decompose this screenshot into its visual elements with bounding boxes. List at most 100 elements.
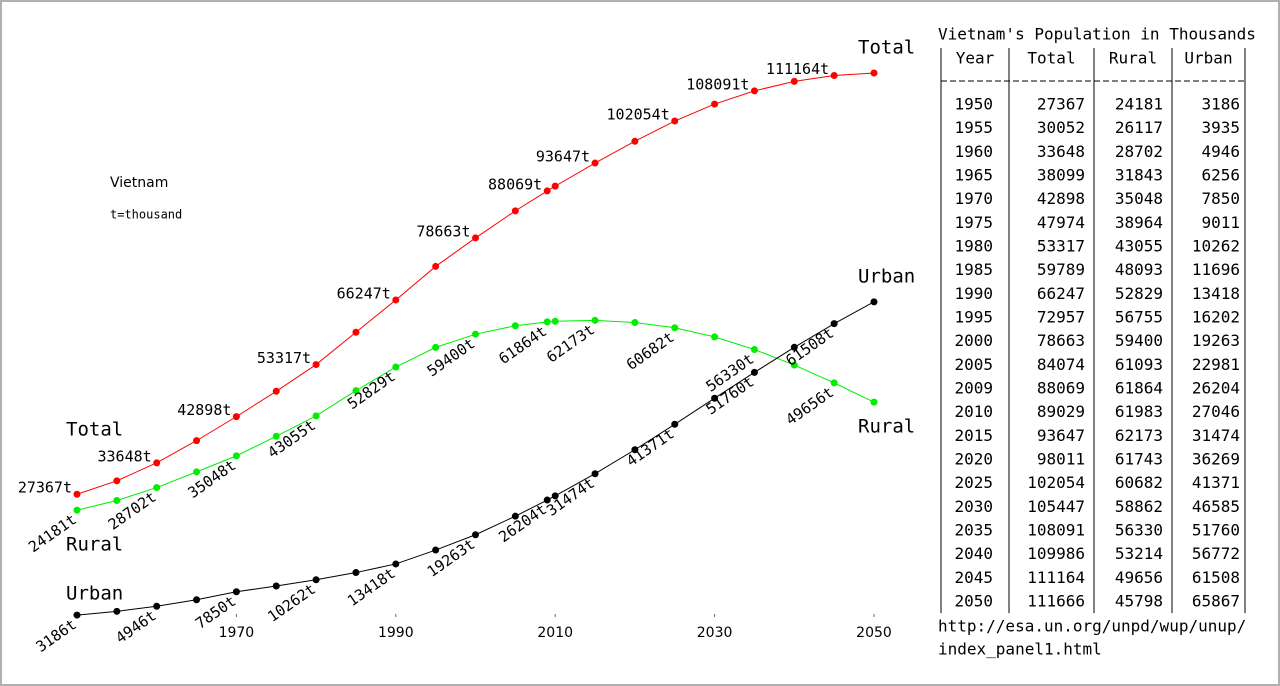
series-line bbox=[76, 319, 875, 511]
data-point bbox=[352, 569, 360, 577]
data-label: 102054t bbox=[607, 106, 670, 124]
data-point bbox=[312, 361, 320, 369]
data-point bbox=[113, 477, 121, 485]
data-point bbox=[750, 368, 758, 376]
data-point bbox=[830, 379, 838, 387]
data-point bbox=[671, 117, 679, 125]
x-tick-label: 2010 bbox=[537, 625, 573, 641]
data-label: 27367t bbox=[18, 479, 72, 497]
table-cell: 47974 bbox=[1037, 213, 1085, 232]
table-cell: 1955 bbox=[954, 118, 993, 137]
data-point bbox=[232, 452, 240, 460]
table-title: Vietnam's Population in Thousands bbox=[938, 25, 1256, 44]
data-label: 33648t bbox=[98, 447, 152, 465]
data-point bbox=[272, 582, 280, 590]
table-cell: 24181 bbox=[1115, 95, 1163, 114]
table-cell: 41371 bbox=[1192, 473, 1240, 492]
table-cell: 3935 bbox=[1201, 118, 1240, 137]
data-point bbox=[113, 496, 121, 504]
data-point bbox=[750, 87, 758, 95]
data-point bbox=[870, 69, 878, 77]
source: index_panel1.html bbox=[938, 640, 1102, 659]
data-point bbox=[551, 492, 559, 500]
table-cell: 2009 bbox=[954, 379, 993, 398]
data-point bbox=[543, 318, 551, 326]
data-point bbox=[232, 588, 240, 596]
data-point bbox=[272, 432, 280, 440]
data-point bbox=[432, 546, 440, 554]
table-cell: 88069 bbox=[1037, 379, 1085, 398]
data-point bbox=[591, 159, 599, 167]
table-cell: 28702 bbox=[1115, 142, 1163, 161]
data-label: 66247t bbox=[337, 284, 391, 302]
table-cell: 53214 bbox=[1115, 544, 1163, 563]
data-point bbox=[153, 484, 161, 492]
table-cell: 108091 bbox=[1027, 521, 1085, 540]
data-point bbox=[392, 560, 400, 568]
table-cell: 27367 bbox=[1037, 95, 1085, 114]
table-cell: 72957 bbox=[1037, 308, 1085, 327]
data-point bbox=[153, 602, 161, 610]
table-cell: 105447 bbox=[1027, 497, 1085, 516]
data-point bbox=[790, 361, 798, 369]
data-point bbox=[631, 446, 639, 454]
table-header: Total bbox=[1027, 49, 1075, 68]
table-cell: 42898 bbox=[1037, 189, 1085, 208]
table-cell: 6256 bbox=[1201, 166, 1240, 185]
series-line bbox=[76, 301, 875, 616]
table-cell: 1985 bbox=[954, 260, 993, 279]
data-label: 53317t bbox=[257, 349, 311, 367]
table-cell: 1970 bbox=[954, 189, 993, 208]
data-point bbox=[272, 387, 280, 395]
data-label: 42898t bbox=[177, 401, 231, 419]
x-tick-label: 1990 bbox=[378, 625, 414, 641]
series-label: Rural bbox=[66, 534, 123, 556]
table-cell: 22981 bbox=[1192, 355, 1240, 374]
data-point bbox=[432, 343, 440, 351]
table-cell: 78663 bbox=[1037, 331, 1085, 350]
data-point bbox=[392, 363, 400, 371]
table-cell: 1990 bbox=[954, 284, 993, 303]
table-cell: 30052 bbox=[1037, 118, 1085, 137]
series-label: Urban bbox=[858, 265, 915, 287]
data-point bbox=[790, 77, 798, 85]
table-cell: 62173 bbox=[1115, 426, 1163, 445]
table-cell: 61093 bbox=[1115, 355, 1163, 374]
data-label: 108091t bbox=[686, 75, 749, 93]
data-point bbox=[830, 320, 838, 328]
data-point bbox=[73, 490, 81, 498]
data-point bbox=[591, 316, 599, 324]
table-cell: 33648 bbox=[1037, 142, 1085, 161]
table-cell: 111666 bbox=[1027, 592, 1085, 611]
data-point bbox=[352, 387, 360, 395]
table-cell: 2015 bbox=[954, 426, 993, 445]
data-point bbox=[711, 394, 719, 402]
data-point bbox=[73, 611, 81, 619]
table-cell: 31843 bbox=[1115, 166, 1163, 185]
table-cell: 53317 bbox=[1037, 237, 1085, 256]
data-point bbox=[711, 333, 719, 341]
data-point bbox=[543, 187, 551, 195]
table-cell: 1995 bbox=[954, 308, 993, 327]
data-label: 111164t bbox=[766, 60, 829, 78]
data-point bbox=[870, 298, 878, 306]
table-cell: 3186 bbox=[1201, 95, 1240, 114]
data-point bbox=[193, 596, 201, 604]
table-cell: 1980 bbox=[954, 237, 993, 256]
table-cell: 56772 bbox=[1192, 544, 1240, 563]
table-cell: 35048 bbox=[1115, 189, 1163, 208]
table-cell: 2050 bbox=[954, 592, 993, 611]
table-cell: 56755 bbox=[1115, 308, 1163, 327]
data-label: 93647t bbox=[536, 148, 590, 166]
table-cell: 11696 bbox=[1192, 260, 1240, 279]
data-point bbox=[711, 100, 719, 108]
data-point bbox=[312, 576, 320, 584]
data-point bbox=[472, 531, 479, 539]
data-point bbox=[312, 412, 320, 420]
data-point bbox=[511, 322, 519, 330]
annotation: t=thousand bbox=[110, 208, 182, 222]
table-header: Year bbox=[956, 49, 995, 68]
table-cell: 2035 bbox=[954, 521, 993, 540]
table-cell: 2020 bbox=[954, 450, 993, 469]
